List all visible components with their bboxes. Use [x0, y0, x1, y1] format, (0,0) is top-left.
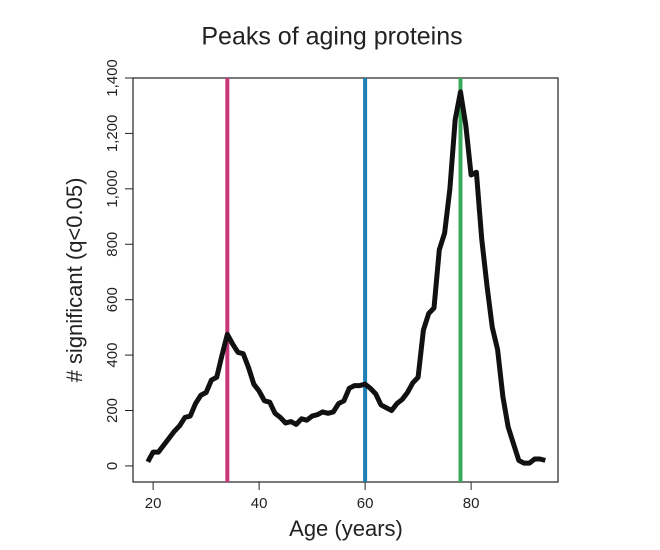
x-tick-label: 60 — [357, 495, 374, 512]
y-tick-label: 1,200 — [104, 115, 121, 153]
x-axis-label: Age (years) — [289, 516, 403, 541]
y-tick-label: 200 — [104, 398, 121, 423]
data-line — [145, 89, 546, 466]
plot-frame — [132, 77, 559, 483]
chart-title: Peaks of aging proteins — [201, 23, 462, 51]
x-tick-label: 40 — [251, 495, 268, 512]
y-axis-label: # significant (q<0.05) — [62, 178, 87, 383]
y-tick-label: 1,400 — [104, 59, 121, 97]
y-tick-label: 0 — [104, 462, 121, 470]
x-tick-label: 80 — [463, 495, 480, 512]
x-tick-label: 20 — [145, 495, 162, 512]
y-tick-label: 400 — [104, 343, 121, 368]
y-tick-label: 600 — [104, 287, 121, 312]
y-tick-label: 800 — [104, 232, 121, 257]
y-tick-label: 1,000 — [104, 170, 121, 208]
